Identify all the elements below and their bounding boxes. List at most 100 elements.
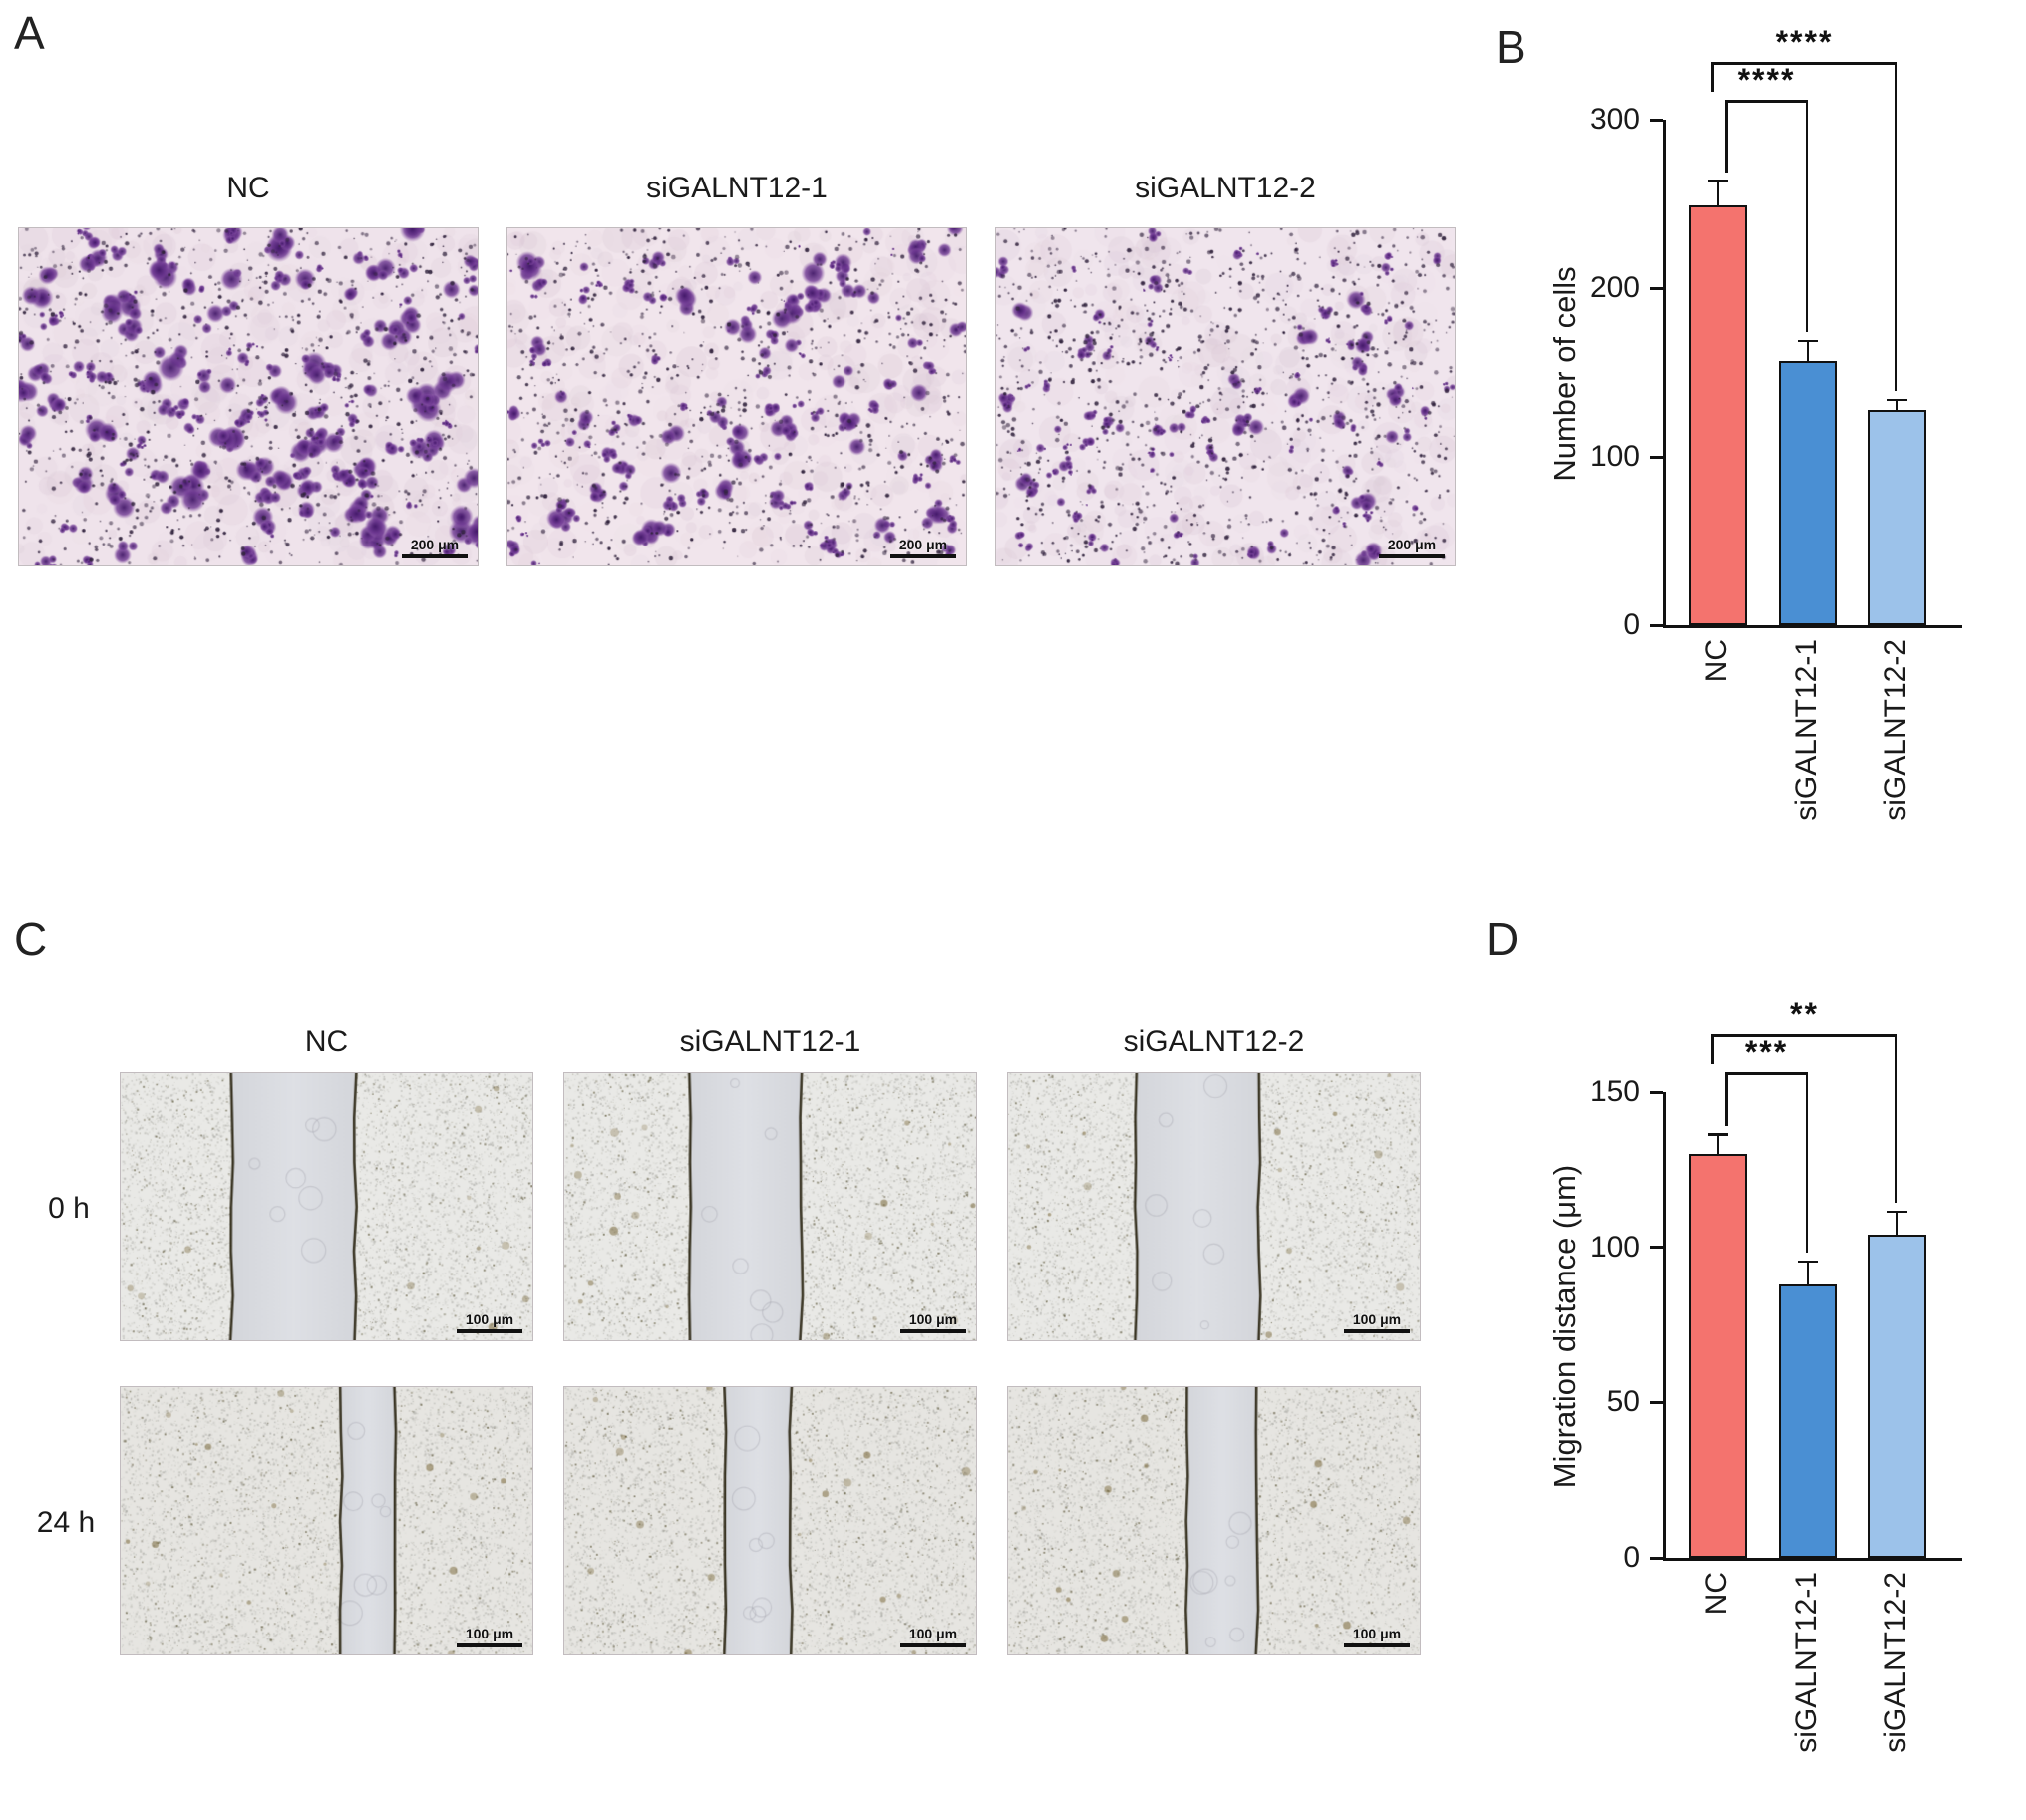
scale-bar: 100 μm bbox=[900, 1311, 966, 1333]
bar-NC bbox=[1689, 205, 1747, 625]
y-axis-title: Number of cells bbox=[1547, 266, 1582, 482]
x-axis-label-siGALNT12-2: siGALNT12-2 bbox=[1879, 639, 1912, 821]
scale-bar: 200 μm bbox=[890, 537, 956, 558]
y-axis-tick-label: 50 bbox=[1606, 1385, 1640, 1419]
y-axis-tick-label: 0 bbox=[1623, 1541, 1640, 1574]
error-bar-line bbox=[1806, 1263, 1810, 1287]
significance-stars: **** bbox=[1775, 24, 1834, 60]
panel-c-label: C bbox=[14, 913, 48, 965]
scale-bar-line bbox=[890, 554, 956, 558]
scale-bar-label: 100 μm bbox=[1352, 1311, 1402, 1327]
bar-siGALNT12-2 bbox=[1868, 1235, 1926, 1558]
bar-NC bbox=[1689, 1154, 1747, 1558]
scale-bar: 100 μm bbox=[900, 1626, 966, 1647]
significance-bracket-line bbox=[1711, 1034, 1897, 1037]
y-axis-tick bbox=[1650, 1556, 1663, 1560]
y-axis-tick bbox=[1650, 118, 1663, 122]
y-axis-tick-label: 150 bbox=[1589, 1075, 1640, 1108]
y-axis-tick bbox=[1650, 1246, 1663, 1250]
panel-b-label: B bbox=[1496, 21, 1526, 73]
wound-micrograph-nc-0h: 100 μm bbox=[120, 1072, 533, 1341]
y-axis-tick bbox=[1650, 623, 1663, 627]
y-axis-tick-label: 0 bbox=[1623, 608, 1640, 641]
bar-chart-migration-distance: Migration distance (μm) 0 50 100 150 NC siGAL… bbox=[1535, 996, 2014, 1820]
bar-siGALNT12-1 bbox=[1779, 1284, 1837, 1558]
scale-bar-line bbox=[457, 1643, 522, 1647]
transwell-image-sigalnt12-2 bbox=[996, 228, 1455, 565]
scale-bar: 200 μm bbox=[1379, 537, 1445, 558]
scale-bar: 200 μm bbox=[402, 537, 468, 558]
error-bar-line bbox=[1716, 182, 1720, 208]
y-axis-tick bbox=[1650, 1090, 1663, 1094]
scale-bar-label: 100 μm bbox=[1352, 1626, 1402, 1641]
significance-bracket-line bbox=[1711, 62, 1897, 65]
y-axis-tick bbox=[1650, 286, 1663, 290]
scale-bar-line bbox=[1379, 554, 1445, 558]
wound-micrograph-sigalnt12-1-24h: 100 μm bbox=[563, 1386, 977, 1655]
y-axis-tick-label: 300 bbox=[1589, 103, 1640, 136]
y-axis-tick bbox=[1650, 455, 1663, 459]
scale-bar-line bbox=[457, 1329, 522, 1333]
error-bar-cap bbox=[1887, 398, 1907, 402]
bar-chart-number-of-cells: Number of cells 0 100 200 300 NC siGALNT12-1 s… bbox=[1535, 24, 2014, 868]
scale-bar: 100 μm bbox=[457, 1626, 522, 1647]
x-axis-label-NC: NC bbox=[1700, 1572, 1733, 1616]
panel-c-column-label-nc: NC bbox=[304, 1025, 349, 1058]
scale-bar: 100 μm bbox=[1344, 1626, 1410, 1647]
plot-area: 0 50 100 150 NC siGALNT12-1 siGALNT12-2 *** ** bbox=[1590, 996, 1962, 1753]
significance-bracket-line bbox=[1725, 100, 1808, 103]
scale-bar-line bbox=[900, 1329, 966, 1333]
scale-bar: 100 μm bbox=[1344, 1311, 1410, 1333]
significance-bracket-line bbox=[1805, 100, 1808, 333]
wound-micrograph-nc-24h: 100 μm bbox=[120, 1386, 533, 1655]
wound-image-sigalnt12-2-24h bbox=[1008, 1387, 1420, 1654]
scale-bar-label: 100 μm bbox=[465, 1626, 514, 1641]
panel-a-column-label-sigalnt12-1: siGALNT12-1 bbox=[646, 172, 828, 204]
error-bar-cap bbox=[1798, 339, 1818, 343]
error-bar-cap bbox=[1708, 180, 1728, 182]
significance-bracket-line bbox=[1711, 62, 1714, 92]
scale-bar-label: 100 μm bbox=[908, 1626, 958, 1641]
wound-micrograph-sigalnt12-2-24h: 100 μm bbox=[1007, 1386, 1421, 1655]
scale-bar-line bbox=[1344, 1643, 1410, 1647]
panel-c-row-label-24h: 24 h bbox=[36, 1506, 96, 1539]
scale-bar-label: 200 μm bbox=[898, 537, 948, 552]
wound-image-nc-24h bbox=[121, 1387, 532, 1654]
error-bar-line bbox=[1895, 1213, 1899, 1238]
scale-bar-line bbox=[900, 1643, 966, 1647]
wound-image-sigalnt12-2-0h bbox=[1008, 1073, 1420, 1340]
significance-stars: **** bbox=[1737, 62, 1796, 98]
y-axis-tick-label: 200 bbox=[1589, 271, 1640, 304]
x-axis-label-siGALNT12-1: siGALNT12-1 bbox=[1790, 639, 1823, 821]
significance-bracket-line bbox=[1725, 1072, 1728, 1126]
y-axis-tick-label: 100 bbox=[1589, 1230, 1640, 1264]
significance-bracket-line bbox=[1725, 1072, 1808, 1075]
plot-area: 0 100 200 300 NC siGALNT12-1 siGALNT12-2 **** **… bbox=[1590, 24, 1962, 821]
error-bar-cap bbox=[1708, 1133, 1728, 1136]
error-bar-cap bbox=[1798, 1260, 1818, 1264]
transwell-image-nc bbox=[19, 228, 478, 565]
wound-micrograph-sigalnt12-2-0h: 100 μm bbox=[1007, 1072, 1421, 1341]
panel-a-column-label-nc: NC bbox=[226, 172, 270, 204]
error-bar-line bbox=[1716, 1135, 1720, 1157]
significance-bracket-line bbox=[1805, 1072, 1808, 1254]
scale-bar-label: 100 μm bbox=[908, 1311, 958, 1327]
y-axis-title: Migration distance (μm) bbox=[1547, 1164, 1582, 1489]
y-axis-tick bbox=[1650, 1400, 1663, 1404]
scale-bar-label: 200 μm bbox=[410, 537, 460, 552]
wound-image-nc-0h bbox=[121, 1073, 532, 1340]
y-axis-tick-label: 100 bbox=[1589, 440, 1640, 473]
transwell-image-sigalnt12-1 bbox=[507, 228, 966, 565]
x-axis-label-siGALNT12-2: siGALNT12-2 bbox=[1879, 1572, 1912, 1753]
wound-image-sigalnt12-1-0h bbox=[564, 1073, 976, 1340]
significance-stars: *** bbox=[1744, 1034, 1789, 1070]
panel-a-column-label-sigalnt12-2: siGALNT12-2 bbox=[1135, 172, 1316, 204]
significance-bracket-line bbox=[1725, 100, 1728, 173]
scale-bar: 100 μm bbox=[457, 1311, 522, 1333]
bar-siGALNT12-2 bbox=[1868, 409, 1926, 625]
panel-c-row-label-0h: 0 h bbox=[48, 1192, 90, 1225]
transwell-micrograph-sigalnt12-1: 200 μm bbox=[506, 227, 967, 566]
panel-a-label: A bbox=[14, 7, 45, 59]
panel-c-column-label-sigalnt12-1: siGALNT12-1 bbox=[679, 1025, 861, 1058]
